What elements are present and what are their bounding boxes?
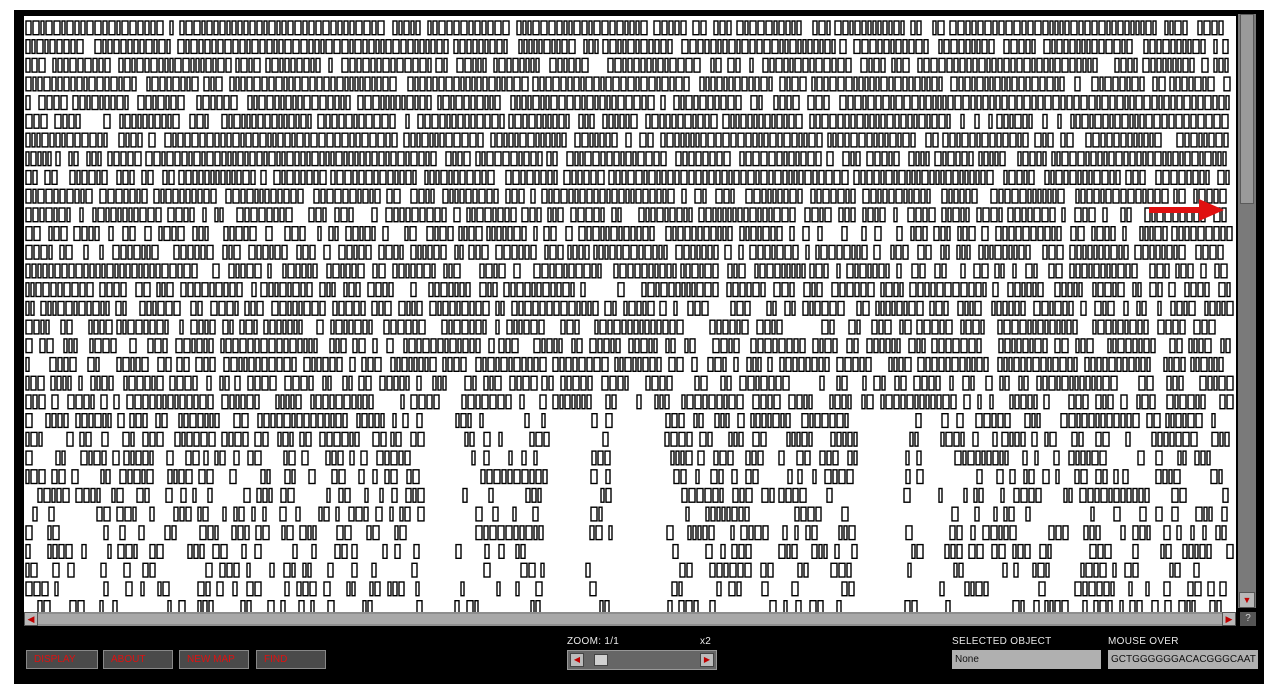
scroll-right-button[interactable]: ▶ xyxy=(1222,612,1236,626)
scroll-down-button[interactable]: ▼ xyxy=(1239,592,1255,608)
zoom-in-button[interactable]: ▶ xyxy=(700,653,714,667)
sequence-map[interactable] xyxy=(24,16,1236,612)
zoom-label: ZOOM: 1/1 xyxy=(567,636,620,647)
new-map-button[interactable]: NEW MAP xyxy=(179,650,249,669)
about-button[interactable]: ABOUT xyxy=(103,650,173,669)
help-button[interactable]: ? xyxy=(1240,612,1256,626)
selected-object-label: SELECTED OBJECT xyxy=(952,636,1052,647)
vertical-scroll-thumb[interactable] xyxy=(1240,14,1254,204)
down-arrow-icon: ▼ xyxy=(1242,595,1252,605)
scroll-left-button[interactable]: ◀ xyxy=(24,612,38,626)
mouse-over-label: MOUSE OVER xyxy=(1108,636,1179,647)
right-arrow-icon: ▶ xyxy=(1225,614,1233,624)
highlight-arrow-icon xyxy=(1149,199,1224,221)
vertical-scrollbar[interactable]: ▼ xyxy=(1238,14,1256,608)
sequence-blocks xyxy=(25,20,1234,612)
zoom-slider[interactable]: ◀ ▶ xyxy=(567,650,717,670)
zoom-out-button[interactable]: ◀ xyxy=(570,653,584,667)
left-arrow-icon: ◀ xyxy=(27,614,35,624)
map-viewport[interactable] xyxy=(24,16,1236,612)
left-arrow-icon: ◀ xyxy=(573,655,581,664)
horizontal-scrollbar[interactable]: ◀ ▶ xyxy=(24,612,1236,626)
find-button[interactable]: FIND xyxy=(256,650,326,669)
zoom-multiplier-label: x2 xyxy=(700,636,712,647)
horizontal-scroll-track[interactable] xyxy=(38,614,1222,624)
selected-object-field: None xyxy=(952,650,1101,669)
mouse-over-field: GCTGGGGGGACACGGGCAAT xyxy=(1108,650,1258,669)
display-button[interactable]: DISPLAY xyxy=(26,650,98,669)
right-arrow-icon: ▶ xyxy=(703,655,711,664)
zoom-slider-knob[interactable] xyxy=(594,654,609,666)
app-frame: ▼ ◀ ▶ ? DISPLAY ABOUT NEW MAP FIND ZOOM:… xyxy=(14,10,1264,684)
